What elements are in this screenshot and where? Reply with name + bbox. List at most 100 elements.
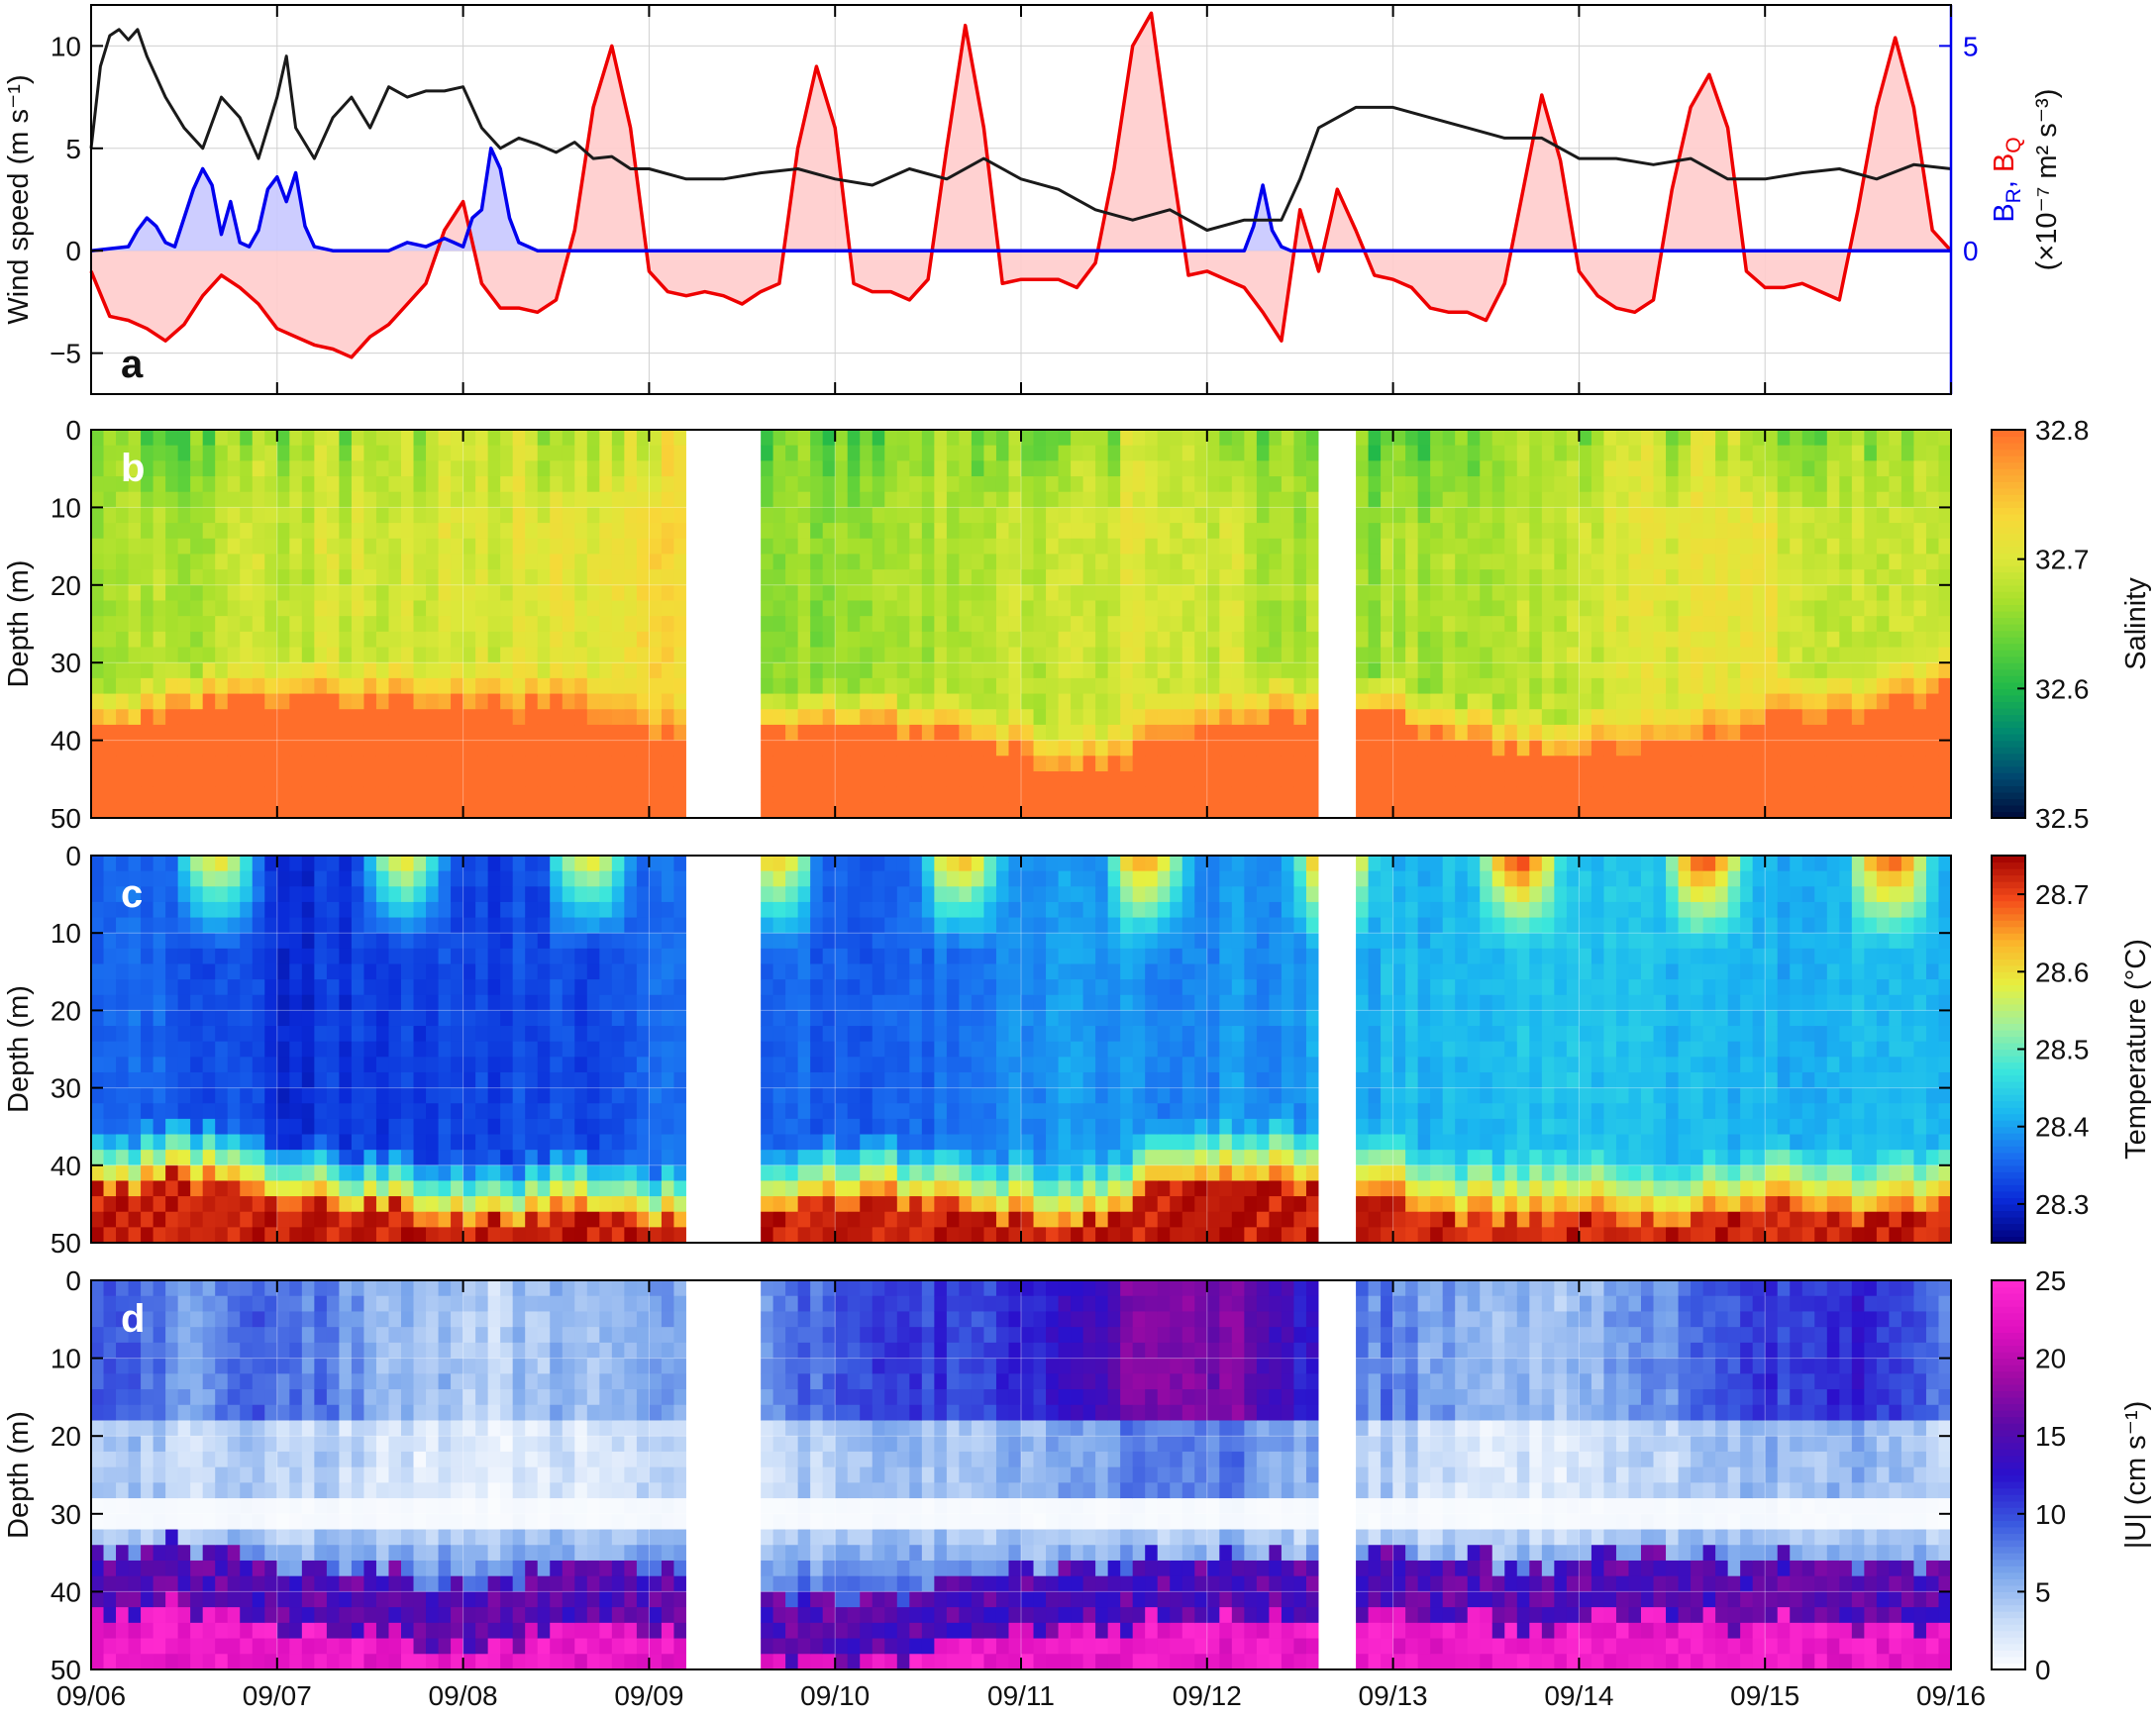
heatmap-cell	[872, 693, 885, 710]
heatmap-cell	[401, 1118, 415, 1136]
heatmap-cell	[202, 856, 216, 872]
heatmap-cell	[611, 756, 625, 772]
heatmap-cell	[1790, 802, 1803, 819]
heatmap-cell	[351, 554, 365, 570]
heatmap-cell	[1900, 786, 1915, 803]
heatmap-cell	[1491, 786, 1505, 803]
heatmap-cell	[772, 1134, 786, 1151]
heatmap-cell	[1256, 647, 1270, 663]
heatmap-cell	[1504, 523, 1518, 540]
heatmap-cell	[388, 963, 402, 980]
heatmap-cell	[1455, 445, 1469, 461]
heatmap-cell	[1442, 677, 1456, 695]
heatmap-cell	[1666, 662, 1680, 679]
heatmap-cell	[1392, 460, 1406, 477]
heatmap-cell	[1516, 677, 1530, 695]
heatmap-cell	[1392, 430, 1406, 447]
heatmap-cell	[649, 460, 663, 477]
heatmap-cell	[339, 948, 353, 965]
heatmap-cell	[1157, 662, 1171, 679]
heatmap-cell	[1145, 631, 1159, 649]
heatmap-cell	[636, 538, 650, 556]
heatmap-cell	[1170, 740, 1183, 757]
heatmap-cell	[1579, 693, 1592, 710]
heatmap-cell	[1864, 693, 1878, 710]
heatmap-cell	[1864, 616, 1878, 633]
heatmap-cell	[202, 1196, 216, 1213]
heatmap-cell	[1864, 677, 1878, 695]
heatmap-cell	[475, 1211, 489, 1228]
heatmap-cell	[1107, 460, 1121, 477]
heatmap-cell	[1579, 677, 1592, 695]
heatmap-cell	[462, 677, 476, 695]
heatmap-cell	[1641, 491, 1655, 508]
heatmap-cell	[1876, 569, 1890, 586]
heatmap-cell	[1814, 600, 1828, 617]
heatmap-cell	[1430, 724, 1444, 742]
heatmap-cell	[103, 740, 117, 757]
heatmap-cell	[375, 677, 390, 695]
heatmap-cell	[909, 554, 923, 570]
heatmap-cell	[1381, 569, 1394, 586]
heatmap-cell	[1752, 584, 1766, 602]
heatmap-cell	[252, 1087, 265, 1104]
heatmap-cell	[91, 491, 105, 508]
heatmap-cell	[810, 770, 824, 788]
heatmap-cell	[103, 430, 117, 447]
heatmap-cell	[934, 693, 948, 710]
heatmap-cell	[1925, 523, 1940, 540]
heatmap-cell	[1628, 786, 1642, 803]
heatmap-cell	[562, 460, 575, 477]
heatmap-cell	[240, 933, 254, 950]
heatmap-cell	[1491, 770, 1505, 788]
heatmap-cell	[475, 1134, 489, 1151]
heatmap-cell	[375, 802, 390, 819]
heatmap-cell	[202, 662, 216, 679]
heatmap-cell	[1107, 662, 1121, 679]
colorbar-segment	[1992, 527, 2025, 535]
heatmap-cell	[1554, 600, 1568, 617]
heatmap-cell	[636, 554, 650, 570]
heatmap-cell	[797, 569, 811, 586]
heatmap-cell	[562, 584, 575, 602]
heatmap-cell	[1368, 724, 1382, 742]
heatmap-cell	[673, 460, 687, 477]
heatmap-cell	[264, 662, 278, 679]
heatmap-cell	[1839, 677, 1853, 695]
heatmap-cell	[1281, 724, 1295, 742]
heatmap-cell	[301, 1118, 315, 1136]
heatmap-cell	[227, 963, 241, 980]
heatmap-cell	[264, 600, 278, 617]
heatmap-cell	[1554, 507, 1568, 524]
heatmap-cell	[413, 740, 427, 757]
heatmap-cell	[921, 677, 935, 695]
heatmap-cell	[1293, 476, 1307, 493]
heatmap-cell	[1430, 538, 1444, 556]
heatmap-cell	[1801, 647, 1815, 663]
heatmap-cell	[438, 740, 452, 757]
heatmap-cell	[487, 1026, 501, 1043]
heatmap-cell	[1157, 616, 1171, 633]
heatmap-cell	[363, 709, 377, 726]
heatmap-cell	[91, 1057, 105, 1073]
heatmap-cell	[401, 1057, 415, 1073]
heatmap-cell	[1368, 693, 1382, 710]
heatmap-cell	[1504, 430, 1518, 447]
heatmap-cell	[512, 802, 526, 819]
heatmap-cell	[128, 740, 142, 757]
heatmap-cell	[1889, 647, 1902, 663]
heatmap-cell	[1913, 677, 1927, 695]
heatmap-cell	[215, 1103, 229, 1120]
heatmap-cell	[1021, 507, 1035, 524]
heatmap-cell	[1480, 584, 1493, 602]
heatmap-cell	[1269, 770, 1283, 788]
heatmap-cell	[872, 724, 885, 742]
heatmap-cell	[537, 994, 551, 1011]
heatmap-cell	[636, 460, 650, 477]
heatmap-cell	[351, 802, 365, 819]
heatmap-cell	[822, 554, 836, 570]
heatmap-cell	[512, 1041, 526, 1058]
heatmap-cell	[1529, 600, 1543, 617]
heatmap-cell	[1170, 491, 1183, 508]
